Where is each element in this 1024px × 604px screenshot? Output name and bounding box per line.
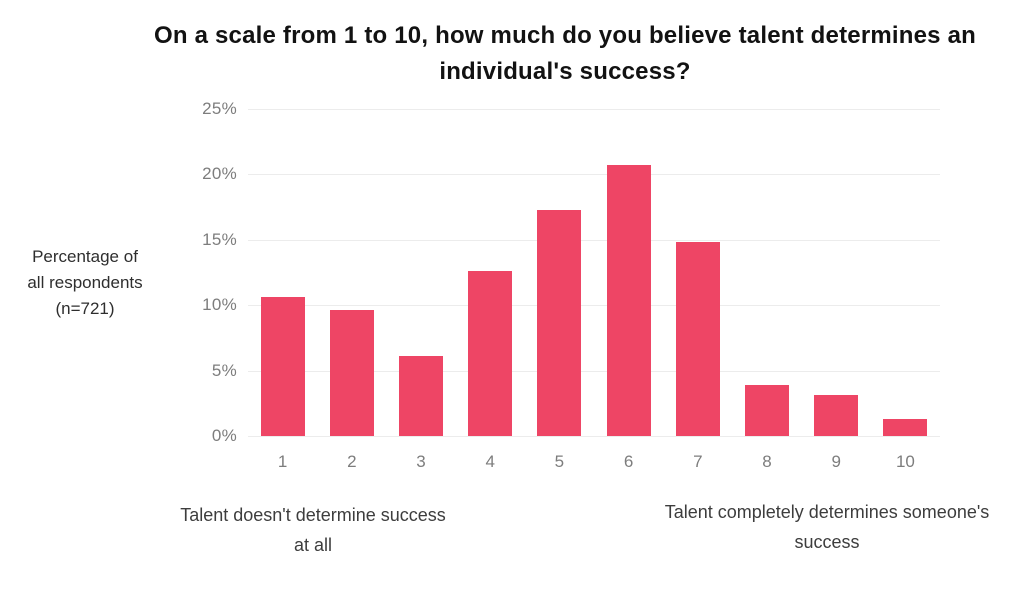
- bar-3: [399, 356, 443, 436]
- x-tick-label: 8: [762, 452, 772, 471]
- bar-5: [537, 209, 582, 436]
- bar-slot-10: [871, 109, 940, 436]
- bar-slot-2: [317, 109, 386, 436]
- x-tick-label: 2: [347, 452, 357, 471]
- bar-8: [745, 385, 790, 436]
- y-axis-tick-labels: 0% 5% 10% 15% 20% 25%: [140, 99, 237, 445]
- x-axis-tick-labels: 1 2 3 4 5 6 7 8 9 10: [248, 452, 940, 472]
- gridline: [248, 174, 940, 176]
- bar-slot-6: [594, 109, 663, 436]
- x-tick-label: 1: [277, 452, 288, 471]
- y-tick-label: 20%: [202, 164, 237, 184]
- bar-slot-9: [802, 109, 871, 436]
- x-tick-label: 10: [895, 452, 915, 471]
- bar-1: [260, 297, 305, 436]
- bar-2: [329, 310, 374, 436]
- bar-slot-3: [386, 109, 455, 436]
- plot-area: [248, 109, 940, 437]
- y-tick-label: 0%: [211, 426, 237, 445]
- y-axis-title-line2: all respondents: [27, 273, 143, 292]
- y-tick-label: 10%: [202, 295, 237, 315]
- y-axis-title-line1: Percentage of: [32, 247, 138, 266]
- gridline: [248, 436, 940, 437]
- x-tick-label: 6: [623, 452, 634, 471]
- x-tick-label: 4: [485, 452, 495, 471]
- bar-slot-8: [732, 109, 801, 436]
- bar-6: [606, 165, 651, 436]
- gridline: [248, 305, 940, 307]
- x-tick-label: 5: [554, 452, 565, 471]
- chart-title: On a scale from 1 to 10, how much do you…: [153, 22, 977, 85]
- x-tick-label: 7: [693, 452, 703, 471]
- y-axis-title-line3: (n=721): [55, 299, 115, 318]
- gridline: [248, 370, 940, 372]
- bar-slot-4: [456, 109, 525, 436]
- y-axis-title: Percentage of all respondents (n=721): [10, 244, 160, 322]
- gridline: [248, 109, 940, 110]
- x-tick-label: 3: [416, 452, 426, 471]
- bar-4: [468, 271, 513, 436]
- bar-slot-1: [248, 109, 317, 436]
- annotation-scale-high-end: Talent completely determines someone's s…: [664, 502, 990, 552]
- x-tick-label: 9: [831, 452, 841, 471]
- bar-slot-5: [525, 109, 594, 436]
- bars-container: [248, 109, 940, 436]
- bar-slot-7: [663, 109, 732, 436]
- y-tick-label: 5%: [211, 360, 237, 380]
- bar-7: [675, 242, 720, 436]
- y-tick-label: 15%: [202, 229, 237, 249]
- gridline: [248, 239, 940, 241]
- annotation-scale-low-end: Talent doesn't determine success at all: [180, 505, 446, 555]
- bar-10: [883, 419, 928, 436]
- bar-9: [814, 395, 859, 436]
- y-tick-label: 25%: [202, 99, 237, 118]
